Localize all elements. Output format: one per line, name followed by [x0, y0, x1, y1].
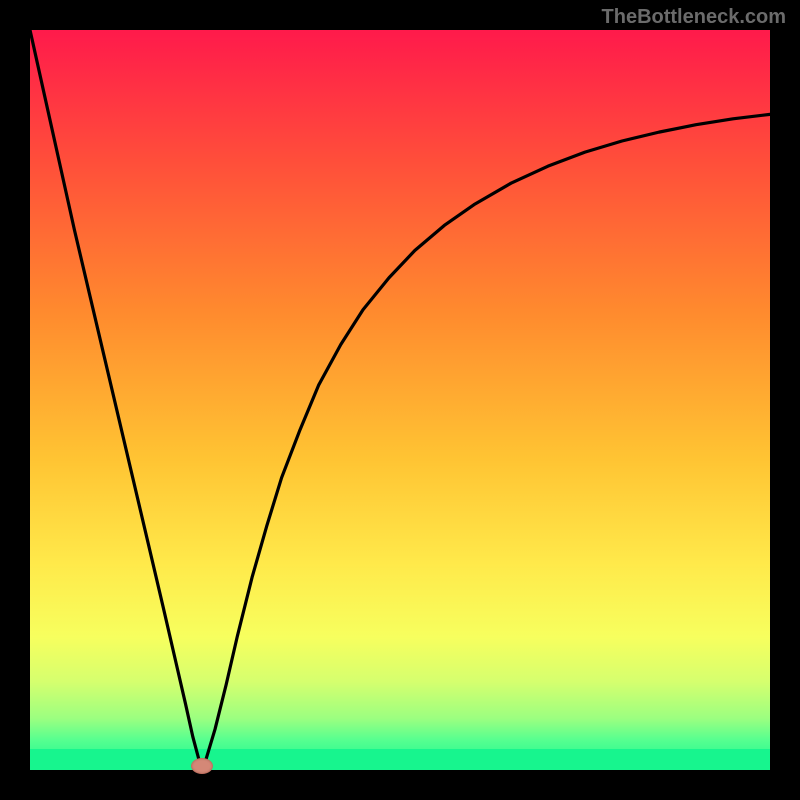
watermark-text: TheBottleneck.com [602, 6, 786, 29]
curve-path [30, 30, 770, 766]
chart-outer: TheBottleneck.com [0, 0, 800, 800]
minimum-marker [191, 758, 213, 774]
bottleneck-curve [30, 30, 770, 770]
